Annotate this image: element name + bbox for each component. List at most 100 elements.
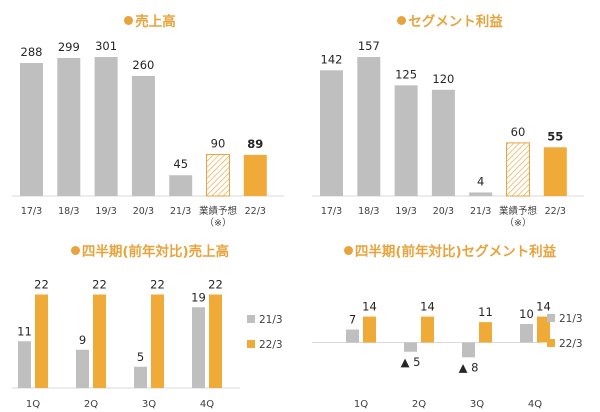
bar: [131, 75, 155, 196]
bullet-dot: [343, 246, 353, 255]
data-label: 14: [362, 300, 377, 314]
legend-swatch: [247, 340, 255, 348]
bar: [320, 70, 343, 196]
data-label: 14: [536, 300, 551, 314]
bar: [537, 316, 550, 343]
panel-title: 四半期(前年対比)セグメント利益: [300, 240, 600, 260]
tick-label: 21/3: [470, 206, 491, 217]
data-label: ▲ 5: [401, 355, 421, 369]
tick-label: 22/3: [245, 206, 266, 217]
bar: [35, 294, 48, 388]
tick-label: 3Q: [142, 399, 156, 410]
bar: [479, 322, 492, 343]
bar: [431, 89, 455, 196]
bar: [209, 294, 222, 388]
bar: [363, 316, 376, 343]
bar: [462, 342, 475, 358]
bar: [20, 63, 43, 196]
tick-label: 4Q: [200, 399, 214, 410]
data-label: 22: [150, 278, 165, 292]
bar: [192, 307, 205, 388]
sales-annual-chart: 288 17/3 299 18/3 301 19/3 260 20/3 45 21/3 90 業績予想…: [12, 39, 284, 229]
data-label: 299: [58, 40, 80, 54]
tick-label: 21/3: [170, 206, 191, 217]
data-label: 125: [395, 67, 417, 81]
data-label: ▲ 8: [459, 360, 479, 374]
tick-label: 19/3: [395, 206, 416, 217]
data-label: 120: [432, 72, 454, 86]
data-label: 288: [21, 45, 43, 59]
tick-label: 2Q: [412, 399, 426, 410]
tick-label: 2Q: [84, 399, 98, 410]
data-label: 45: [173, 157, 188, 171]
tick-label: 17/3: [321, 206, 342, 217]
data-label: 7: [349, 313, 356, 327]
tick-label: 22/3: [545, 206, 566, 217]
data-label: 89: [247, 137, 263, 151]
data-label: 55: [547, 129, 563, 143]
bar: [76, 349, 89, 388]
bar: [206, 153, 230, 197]
data-label: 60: [511, 125, 526, 139]
bar: [243, 154, 267, 196]
bar: [94, 57, 118, 196]
segment-profit-annual-chart: 142 17/3 157 18/3 125 19/3 120 20/3 4 21/3 60 業績予想（…: [312, 39, 584, 229]
data-label: 260: [132, 58, 154, 72]
panel-title-text: セグメント利益: [408, 14, 503, 30]
bar: [134, 366, 147, 388]
bar: [57, 57, 81, 197]
data-label: 22: [92, 278, 107, 292]
data-label: 11: [17, 324, 32, 338]
tick-label: 20/3: [133, 206, 154, 217]
bar: [18, 341, 31, 388]
bar: [151, 294, 164, 388]
data-label: 22: [34, 278, 49, 292]
bar: [543, 147, 567, 196]
data-label: 5: [137, 350, 144, 364]
tick-label: （※）: [505, 217, 532, 229]
bar: [346, 329, 359, 343]
panel-title: 四半期(前年対比)売上高: [0, 240, 300, 260]
bar: [421, 316, 434, 343]
legend-swatch: [547, 314, 555, 322]
data-label: 4: [477, 174, 484, 188]
legend-label: 21/3: [559, 313, 583, 325]
bar: [506, 142, 530, 197]
data-label: 157: [358, 39, 380, 53]
legend-label: 22/3: [559, 338, 583, 350]
bar: [394, 85, 418, 196]
tick-label: 業績予想: [499, 205, 538, 217]
tick-label: 1Q: [26, 399, 40, 410]
bar: [357, 57, 381, 196]
data-label: 142: [321, 52, 343, 66]
bar: [93, 294, 106, 388]
data-label: 11: [478, 305, 493, 319]
tick-label: 業績予想: [199, 205, 238, 217]
legend-label: 21/3: [259, 314, 283, 326]
panel-title: セグメント利益: [300, 10, 600, 30]
legend-label: 22/3: [259, 339, 283, 351]
tick-label: 19/3: [95, 206, 116, 217]
tick-label: 20/3: [433, 206, 454, 217]
panel-title-text: 売上高: [135, 14, 176, 30]
legend-swatch: [247, 315, 255, 323]
panel-title-text: 四半期(前年対比)売上高: [81, 244, 230, 260]
panel-title: 売上高: [0, 10, 300, 30]
tick-label: 3Q: [470, 399, 484, 410]
tick-label: （※）: [205, 217, 232, 229]
tick-label: 18/3: [58, 206, 79, 217]
data-label: 19: [191, 290, 206, 304]
legend-swatch: [547, 339, 555, 347]
bullet-dot: [124, 16, 134, 25]
data-label: 22: [208, 278, 223, 292]
sales-annual-panel: 売上高 288 17/3 299 18/3 301 19/3 260 20/3 45 21/3 90…: [0, 0, 300, 230]
sales-quarterly-panel: 四半期(前年対比)売上高 11 22 1Q 9 22 2Q 5 22 3Q 19 22 4Q 21/3 2…: [0, 230, 300, 412]
tick-label: 18/3: [358, 206, 379, 217]
tick-label: 1Q: [354, 399, 368, 410]
tick-label: 4Q: [528, 399, 542, 410]
bar: [169, 175, 193, 196]
segment-profit-annual-panel: セグメント利益 142 17/3 157 18/3 125 19/3 120 20/3 4 21/…: [300, 0, 600, 230]
